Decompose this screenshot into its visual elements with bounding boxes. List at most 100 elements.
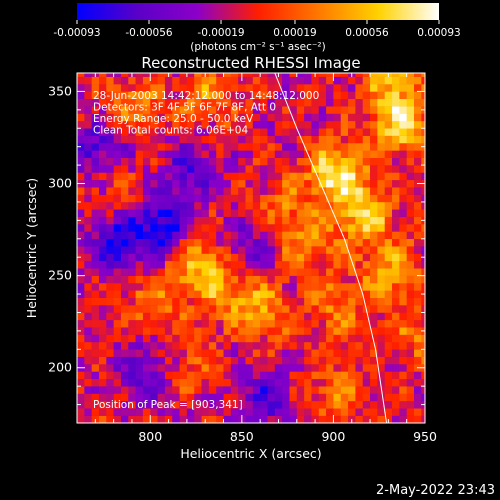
intensity-cell	[289, 187, 298, 195]
intensity-cell	[157, 349, 166, 357]
intensity-cell	[311, 371, 320, 380]
intensity-cell	[377, 150, 386, 158]
intensity-cell	[384, 312, 393, 321]
intensity-cell	[216, 84, 224, 92]
intensity-cell	[355, 408, 364, 416]
intensity-cell	[120, 224, 129, 232]
intensity-cell	[274, 334, 283, 343]
intensity-cell	[216, 341, 224, 350]
intensity-cell	[142, 319, 151, 328]
intensity-cell	[274, 275, 283, 284]
intensity-cell	[179, 260, 188, 269]
intensity-cell	[128, 408, 136, 416]
intensity-cell	[333, 194, 342, 203]
intensity-cell	[377, 312, 386, 321]
intensity-cell	[384, 408, 393, 416]
intensity-cell	[399, 187, 407, 195]
intensity-cell	[355, 268, 364, 276]
intensity-cell	[113, 194, 122, 203]
intensity-cell	[150, 312, 158, 321]
intensity-cell	[399, 157, 407, 166]
intensity-cell	[157, 201, 166, 210]
intensity-cell	[414, 275, 422, 284]
intensity-cell	[406, 334, 415, 343]
intensity-cell	[164, 378, 173, 387]
intensity-cell	[120, 84, 129, 92]
intensity-cell	[164, 290, 173, 298]
intensity-cell	[245, 371, 254, 380]
intensity-cell	[91, 187, 100, 195]
intensity-cell	[348, 128, 356, 136]
intensity-cell	[399, 135, 407, 144]
intensity-cell	[194, 341, 202, 350]
intensity-cell	[326, 98, 334, 107]
intensity-cell	[142, 290, 151, 298]
intensity-cell	[230, 216, 239, 225]
intensity-cell	[164, 165, 173, 173]
intensity-cell	[282, 356, 290, 365]
intensity-cell	[135, 98, 144, 107]
intensity-cell	[91, 194, 100, 203]
intensity-cell	[245, 172, 254, 181]
intensity-cell	[194, 76, 202, 85]
intensity-cell	[223, 216, 232, 225]
intensity-cell	[392, 253, 400, 262]
intensity-cell	[208, 312, 217, 321]
intensity-cell	[370, 187, 378, 195]
intensity-cell	[91, 364, 100, 372]
intensity-cell	[142, 194, 151, 203]
intensity-cell	[304, 356, 312, 365]
intensity-cell	[150, 268, 158, 276]
intensity-cell	[326, 143, 334, 151]
intensity-cell	[91, 341, 100, 350]
intensity-cell	[194, 209, 202, 217]
intensity-cell	[216, 260, 224, 269]
intensity-cell	[216, 120, 224, 129]
intensity-cell	[296, 312, 305, 321]
intensity-cell	[120, 341, 129, 350]
intensity-cell	[77, 371, 85, 380]
intensity-cell	[142, 246, 151, 254]
intensity-cell	[274, 143, 283, 151]
intensity-cell	[77, 319, 85, 328]
intensity-cell	[77, 113, 85, 122]
intensity-cell	[362, 364, 371, 372]
intensity-cell	[179, 400, 188, 409]
intensity-cell	[194, 371, 202, 380]
intensity-cell	[84, 275, 92, 284]
intensity-cell	[333, 246, 342, 254]
intensity-cell	[289, 84, 298, 92]
intensity-cell	[223, 378, 232, 387]
intensity-cell	[384, 268, 393, 276]
intensity-cell	[289, 165, 298, 173]
intensity-cell	[252, 319, 261, 328]
intensity-cell	[274, 128, 283, 136]
intensity-cell	[135, 319, 144, 328]
intensity-cell	[128, 349, 136, 357]
intensity-cell	[311, 216, 320, 225]
intensity-cell	[186, 187, 195, 195]
intensity-cell	[296, 216, 305, 225]
intensity-cell	[384, 327, 393, 335]
intensity-cell	[318, 260, 327, 269]
intensity-cell	[377, 172, 386, 181]
intensity-cell	[106, 393, 114, 402]
intensity-cell	[179, 364, 188, 372]
intensity-cell	[392, 113, 400, 122]
intensity-cell	[414, 113, 422, 122]
intensity-cell	[399, 260, 407, 269]
intensity-cell	[406, 415, 415, 423]
intensity-cell	[362, 216, 371, 225]
intensity-cell	[91, 408, 100, 416]
intensity-cell	[113, 319, 122, 328]
intensity-cell	[311, 334, 320, 343]
intensity-cell	[260, 297, 268, 306]
intensity-cell	[289, 143, 298, 151]
intensity-cell	[282, 378, 290, 387]
intensity-cell	[362, 319, 371, 328]
intensity-cell	[238, 120, 246, 129]
intensity-cell	[414, 312, 422, 321]
intensity-cell	[326, 349, 334, 357]
intensity-cell	[84, 290, 92, 298]
intensity-cell	[326, 312, 334, 321]
